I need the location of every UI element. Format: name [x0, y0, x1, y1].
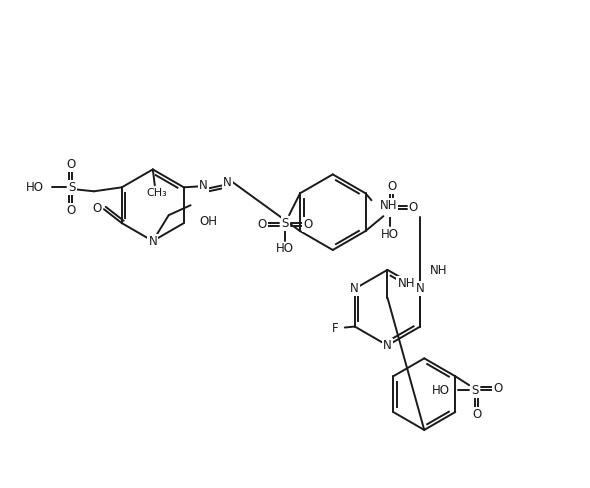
Text: HO: HO: [27, 181, 44, 194]
Text: N: N: [199, 179, 208, 192]
Text: NH: NH: [430, 264, 448, 277]
Text: O: O: [472, 407, 481, 421]
Text: S: S: [281, 217, 289, 230]
Text: N: N: [223, 176, 232, 189]
Text: F: F: [332, 322, 339, 335]
Text: HO: HO: [276, 243, 294, 256]
Text: HO: HO: [432, 384, 450, 397]
Text: O: O: [258, 218, 267, 231]
Text: S: S: [386, 203, 394, 216]
Text: HO: HO: [381, 227, 399, 241]
Text: O: O: [66, 203, 76, 217]
Text: O: O: [303, 218, 313, 231]
Text: N: N: [149, 235, 157, 247]
Text: O: O: [409, 201, 418, 214]
Text: NH: NH: [398, 277, 415, 290]
Text: N: N: [383, 339, 392, 352]
Text: N: N: [350, 282, 359, 295]
Text: N: N: [416, 282, 425, 295]
Text: CH₃: CH₃: [146, 188, 167, 198]
Text: OH: OH: [200, 215, 218, 227]
Text: O: O: [387, 180, 396, 193]
Text: O: O: [92, 202, 101, 215]
Text: O: O: [493, 382, 503, 395]
Text: O: O: [66, 158, 76, 171]
Text: NH: NH: [379, 199, 397, 212]
Text: S: S: [471, 384, 479, 397]
Text: S: S: [68, 181, 76, 194]
